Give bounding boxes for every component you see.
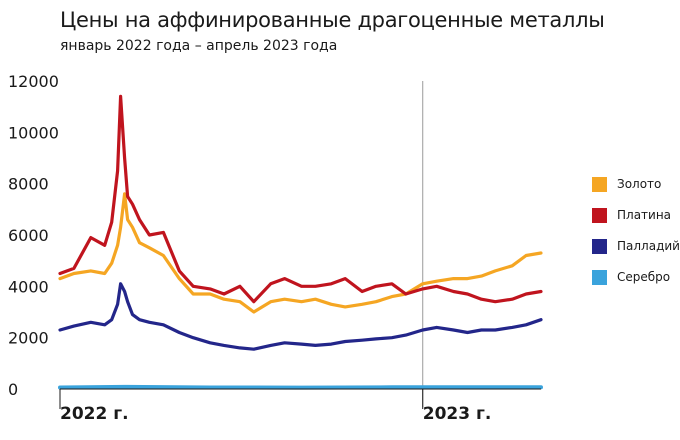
x-tick-label: 2023 г. xyxy=(423,404,492,424)
series-line-0 xyxy=(58,192,543,314)
y-tick-label: 4000 xyxy=(8,277,49,296)
legend-item-palladium: Палладий xyxy=(592,238,680,254)
y-tick-label: 0 xyxy=(8,380,18,399)
legend-label-palladium: Палладий xyxy=(617,239,680,253)
legend-swatch-silver xyxy=(592,269,607,285)
legend-item-silver: Серебро xyxy=(592,269,680,285)
y-tick-label: 10000 xyxy=(8,123,59,142)
series-line-3 xyxy=(58,384,543,390)
legend-label-gold: Золото xyxy=(617,177,662,191)
legend-item-gold: Золото xyxy=(592,176,680,192)
legend-swatch-platinum xyxy=(592,207,607,223)
legend-swatch-gold xyxy=(592,176,607,192)
legend-label-silver: Серебро xyxy=(617,270,671,284)
x-tick-label: 2022 г. xyxy=(60,404,129,424)
y-tick-label: 12000 xyxy=(8,72,59,91)
series-line-1 xyxy=(58,94,543,304)
y-tick-label: 6000 xyxy=(8,226,49,245)
y-tick-label: 2000 xyxy=(8,329,49,348)
legend-label-platinum: Платина xyxy=(617,208,672,222)
legend-swatch-palladium xyxy=(592,238,607,254)
chart-legend: Золото Платина Палладий Серебро xyxy=(592,176,680,300)
legend-item-platinum: Платина xyxy=(592,207,680,223)
y-tick-label: 8000 xyxy=(8,175,49,194)
series-line-2 xyxy=(58,282,543,351)
chart-subtitle: январь 2022 года – апрель 2023 года xyxy=(60,38,338,54)
chart-title: Цены на аффинированные драгоценные метал… xyxy=(60,8,605,32)
